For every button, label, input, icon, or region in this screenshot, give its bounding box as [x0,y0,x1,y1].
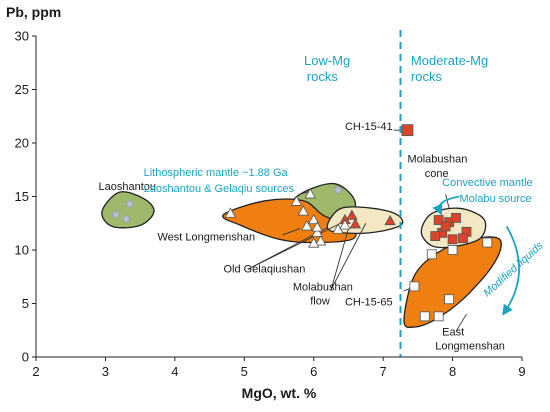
point-east-longmenshan [426,249,437,260]
label-ch-15-65: CH-15-65 [345,297,393,309]
point-molabushan-flow [339,219,351,230]
label-ch-15-41: CH-15-41 [345,121,393,133]
leader-line [247,220,346,270]
low-mg-label: rocks [307,69,339,84]
point-old-gelaqiushan [384,214,396,226]
y-tick-label: 15 [15,189,29,204]
label-cone: cone [425,168,449,180]
convective-mantle-arrow [432,195,460,216]
y-tick-label: 5 [22,296,29,311]
arrows-layer [432,195,520,316]
point-west-longmenshan [301,220,313,231]
label-west-longmenshan: West Longmenshan [158,231,256,243]
point-ch-15-41 [401,124,414,137]
x-tick-label: 9 [518,364,525,379]
x-tick-label: 7 [380,364,387,379]
point-east-longmenshan [482,237,493,248]
point-west-longmenshan [308,237,320,248]
point-west-longmenshan [308,213,320,225]
leader-line [282,228,300,236]
label-laoshantou: Laoshantou [98,181,156,193]
point-molabushan-cone [430,231,441,241]
y-tick-label: 30 [15,29,29,44]
point-west-longmenshan [304,188,316,199]
point-laoshantou [121,214,131,224]
label-old-gelaqiushan: Old Gelaqiushan [223,263,305,275]
label-longmenshan: Longmenshan [435,341,505,353]
y-tick-label: 20 [15,136,29,151]
point-molabushan-cone [447,234,458,245]
x-tick-label: 5 [241,364,248,379]
leader-line [330,228,349,290]
point-west-longmenshan [314,235,327,246]
point-laoshantou [111,210,121,220]
point-west-longmenshan [224,207,237,218]
point-west-longmenshan [311,221,323,232]
point-molabushan-cone [433,215,444,225]
point-lithospheric-mantle-1-88-ga [333,185,343,195]
point-laoshantou [125,199,135,209]
point-east-longmenshan [409,281,420,292]
x-tick-label: 6 [310,364,317,379]
label-convective-mantle: Convective mantle [442,177,532,189]
modified-liquids-arrow [502,226,520,316]
point-molabushan-cone [440,221,451,232]
moderate-mg-label: rocks [411,69,443,84]
x-axis-title: MgO, wt. % [242,385,317,401]
point-east-longmenshan [444,294,455,305]
x-tick-label: 4 [171,364,178,379]
point-east-longmenshan [433,311,444,322]
y-tick-label: 25 [15,82,29,97]
leader-line [330,223,367,290]
label-laoshantou-gelaqiu-sources: Laoshantou & Gelaqiu sources [144,183,295,195]
moderate-mg-label: Moderate-Mg [411,53,488,68]
point-molabushan-cone [451,212,461,223]
label-lithospheric-mantle-1-88-ga: Lithospheric mantle ~1.88 Ga [144,167,289,179]
point-west-longmenshan [290,195,303,206]
point-old-gelaqiushan [346,209,358,220]
label-east: East [442,327,464,339]
field-laoshantou [101,191,155,229]
low-mg-label: Low-Mg [304,53,350,68]
label-molabushan: Molabushan [293,282,353,294]
point-east-longmenshan [447,245,458,255]
y-tick-label: 0 [22,350,29,365]
point-east-longmenshan [419,311,430,322]
y-axis-title: Pb, ppm [6,4,61,20]
point-old-gelaqiushan [349,218,362,229]
point-west-longmenshan [311,226,323,237]
x-tick-label: 8 [449,364,456,379]
point-west-longmenshan [297,205,309,216]
point-molabushan-cone [458,233,468,244]
label-molabu-source: Molabu source [460,193,532,205]
axes: 2 3 4 5 6 7 8 9 0 5 10 15 20 25 30 MgO, wt. % Pb, ppm [6,4,526,401]
label-flow: flow [310,296,330,308]
leader-line [445,194,450,209]
label-molabushan: Molabushan [407,153,467,165]
y-tick-label: 10 [15,243,29,258]
x-tick-label: 2 [32,364,39,379]
x-tick-label: 3 [102,364,109,379]
points-layer [111,124,493,322]
leader-line [455,313,467,332]
